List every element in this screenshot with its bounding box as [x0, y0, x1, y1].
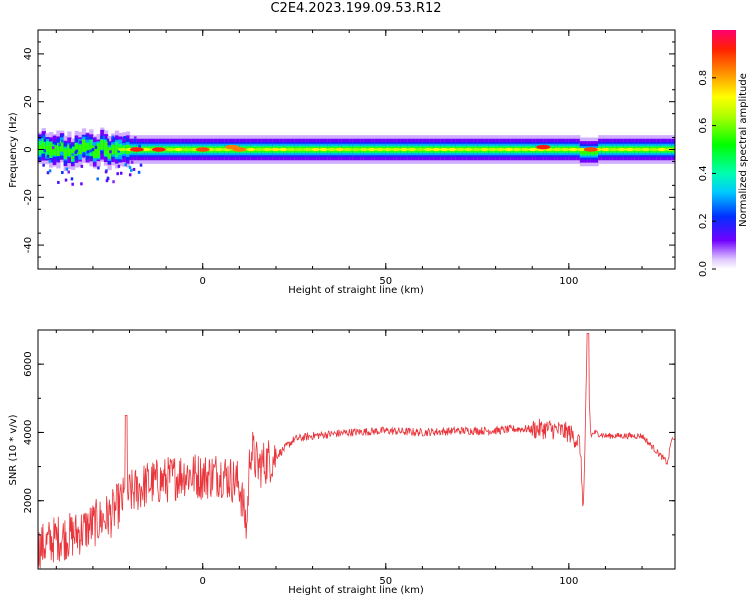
y-tick-label: 4000 [23, 420, 34, 445]
x-tick-label: 100 [559, 276, 578, 287]
colorbar-label: Normalized spectral amplitude [738, 73, 749, 227]
y-tick-label: 20 [23, 95, 34, 108]
x-tick-label: 50 [379, 576, 392, 587]
x-tick-label: 0 [200, 276, 206, 287]
snr-panel: 0 50 100 2000 4000 6000 Height of straight l… [8, 329, 676, 596]
page-title: C2E4.2023.199.09.53.R12 [270, 1, 442, 16]
spectrogram-peak-4 [232, 147, 247, 152]
y-tick-label: -40 [23, 237, 34, 253]
spectrogram-panel: 0 50 100 -40 -20 0 20 40 Height of straight li… [8, 29, 676, 296]
x-tick-label: 0 [200, 576, 206, 587]
spectrogram-y-ticks: -40 -20 0 20 40 [23, 41, 675, 258]
y-tick-label: 2000 [23, 488, 34, 513]
colorbar-tick-label: 0.0 [698, 261, 709, 277]
snr-y-label: SNR (10 * v/v) [8, 414, 19, 485]
colorbar-tick-label: 0.8 [698, 70, 709, 86]
colorbar-tick-label: 0.4 [698, 165, 709, 181]
spectrogram-peak-5 [536, 144, 551, 150]
colorbar-gradient [712, 30, 736, 269]
x-tick-label: 50 [379, 276, 392, 287]
spectrogram-image [38, 127, 675, 186]
colorbar-ticks: 0.0 0.2 0.4 0.6 0.8 [698, 70, 716, 277]
snr-series-line [38, 333, 675, 569]
spectrogram-peak-1 [151, 147, 166, 152]
spectrogram-peak-6 [583, 147, 598, 152]
snr-frame [37, 329, 676, 570]
spectrogram-x-label: Height of straight line (km) [288, 285, 424, 296]
snr-x-ticks: 0 50 100 [55, 330, 643, 587]
y-tick-label: -20 [23, 189, 34, 205]
colorbar: 0.0 0.2 0.4 0.6 0.8 Normalized spectral ampl… [698, 30, 749, 277]
snr-x-label: Height of straight line (km) [288, 585, 424, 596]
x-tick-label: 100 [559, 576, 578, 587]
spectrogram-peak-2 [195, 147, 210, 152]
y-tick-label: 0 [23, 146, 34, 152]
colorbar-tick-label: 0.6 [698, 118, 709, 134]
spectrogram-x-ticks: 0 50 100 [55, 30, 643, 287]
spectrogram-peak-0 [129, 147, 144, 152]
spectrogram-y-label: Frequency (Hz) [8, 112, 19, 188]
snr-y-ticks: 2000 4000 6000 [23, 329, 675, 536]
y-tick-label: 6000 [23, 351, 34, 376]
y-tick-label: 40 [23, 48, 34, 61]
colorbar-tick-label: 0.2 [698, 213, 709, 229]
